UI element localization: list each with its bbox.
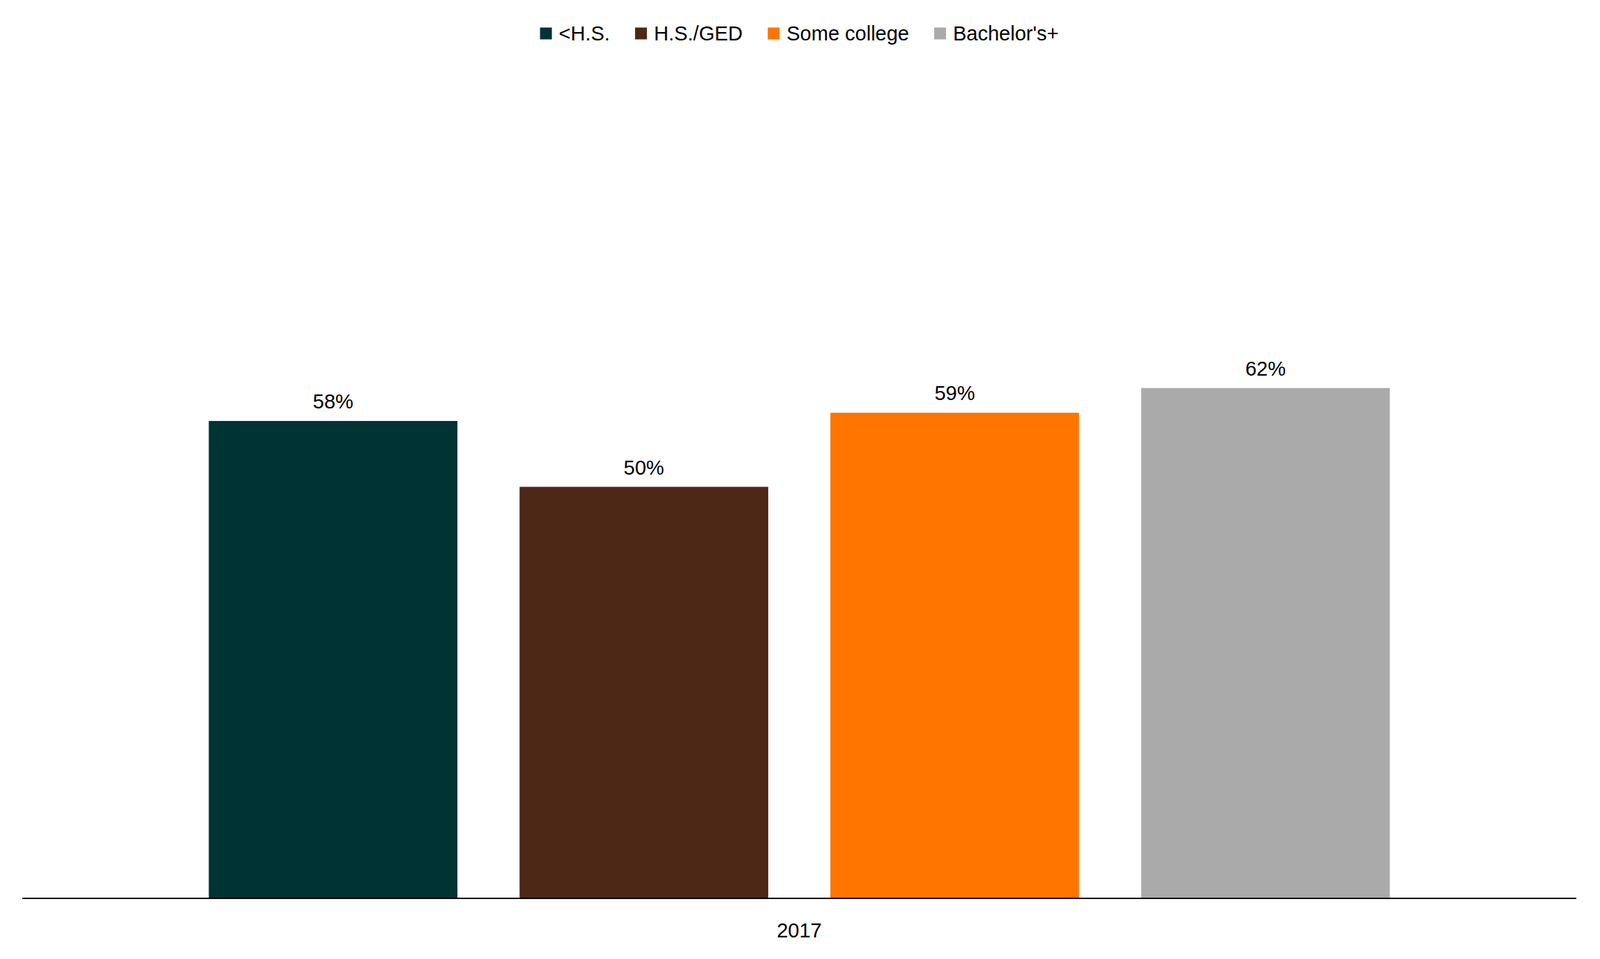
bar — [1141, 388, 1391, 899]
bar — [208, 421, 458, 899]
legend-swatch — [934, 27, 947, 40]
data-label: 58% — [313, 390, 354, 413]
legend-label: <H.S. — [559, 22, 611, 45]
legend: <H.S. H.S./GED Some college Bachelor's+ — [540, 22, 1059, 45]
bar — [830, 412, 1080, 899]
category-label: 2017 — [776, 919, 822, 942]
x-axis — [22, 897, 1577, 900]
bar — [519, 487, 769, 900]
chart: 58% 50% 59% 62% 2017 <H.S. H.S./GED Some colleg… — [0, 0, 1600, 959]
legend-swatch — [767, 27, 780, 40]
legend-label: H.S./GED — [653, 22, 743, 45]
labels: 58% 50% 59% 62% — [313, 357, 1286, 479]
legend-swatch — [540, 27, 553, 40]
legend-label: Bachelor's+ — [953, 22, 1059, 45]
legend-label: Some college — [786, 22, 910, 45]
legend-swatch — [635, 27, 647, 40]
data-label: 59% — [934, 382, 975, 405]
bars — [208, 388, 1390, 899]
data-label: 62% — [1245, 357, 1286, 380]
data-label: 50% — [623, 456, 665, 479]
